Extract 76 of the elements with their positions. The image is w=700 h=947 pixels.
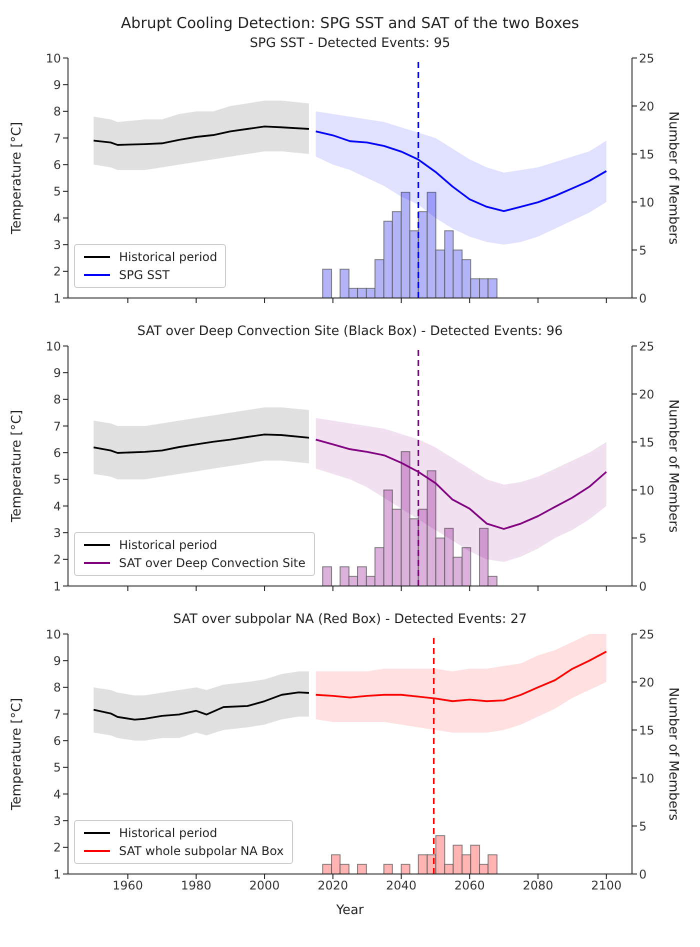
y-tick-label: 3	[53, 238, 61, 252]
y-tick-label: 5	[53, 472, 61, 487]
x-axis-title: Year	[335, 903, 364, 918]
y-tick-label: 9	[53, 366, 61, 380]
y-tick-label: 2	[53, 840, 61, 855]
y2-tick-label: 25	[639, 51, 654, 66]
x-tick-label: 2060	[454, 878, 485, 893]
y-tick-label: 1	[53, 291, 61, 306]
chart-title: SAT over Deep Convection Site (Black Box) - Detected Events: 96	[136, 324, 564, 339]
y2-tick-label: 25	[639, 627, 654, 642]
legend-label: Historical period	[119, 826, 218, 840]
chart-title: Abrupt Cooling Detection: SPG SST and SAT of the two Boxes	[120, 14, 580, 32]
y-tick-label: 4	[53, 499, 61, 514]
legend-label: SPG SST	[119, 268, 170, 282]
y2-tick-label: 25	[639, 339, 654, 354]
y2-tick-label: 5	[639, 531, 647, 546]
y-tick-label: 10	[46, 339, 61, 354]
y-axis-title: Temperature [°C]	[10, 698, 25, 812]
y-tick-label: 8	[53, 392, 61, 407]
y-tick-label: 1	[53, 867, 61, 882]
y2-tick-label: 0	[639, 579, 647, 594]
y-tick-label: 7	[53, 707, 61, 722]
line-series	[92, 692, 310, 720]
y2-tick-label: 0	[639, 867, 647, 882]
y-tick-label: 10	[46, 627, 61, 642]
line-series	[92, 434, 310, 454]
y2-axis-title: Number of Members	[665, 399, 680, 533]
legend-label: Historical period	[119, 538, 218, 552]
chart-title: SAT over subpolar NA (Red Box) - Detected Events: 27	[172, 612, 528, 627]
y2-tick-label: 10	[639, 483, 654, 498]
y-axis-title: Temperature [°C]	[10, 122, 25, 236]
y-tick-label: 5	[53, 184, 61, 199]
y2-tick-label: 20	[639, 675, 654, 690]
legend-label: Historical period	[119, 250, 218, 264]
y2-tick-label: 5	[639, 243, 647, 258]
y2-tick-label: 5	[639, 819, 647, 834]
y2-axis-title: Number of Members	[665, 111, 680, 245]
y-tick-label: 5	[53, 760, 61, 775]
y2-tick-label: 15	[639, 723, 654, 738]
y-tick-label: 10	[46, 51, 61, 66]
y-tick-label: 8	[53, 104, 61, 119]
legend-label: SAT over Deep Convection Site	[119, 556, 306, 570]
y-tick-label: 9	[53, 654, 61, 668]
x-tick-label: 1960	[112, 878, 144, 893]
y2-tick-label: 20	[639, 99, 654, 114]
y-tick-label: 6	[53, 446, 61, 460]
x-tick-label: 1980	[180, 878, 212, 893]
y-tick-label: 7	[53, 131, 61, 146]
legend-label: SAT whole subpolar NA Box	[119, 844, 284, 858]
y-tick-label: 6	[53, 734, 61, 748]
y2-tick-label: 0	[639, 291, 647, 306]
y-tick-label: 4	[53, 787, 61, 802]
y-tick-label: 8	[53, 680, 61, 695]
y-tick-label: 6	[53, 158, 61, 172]
x-tick-label: 2080	[522, 878, 554, 893]
x-tick-label: 2020	[318, 878, 348, 893]
y-tick-label: 2	[53, 264, 61, 279]
y2-tick-label: 15	[639, 435, 654, 450]
y2-tick-label: 15	[639, 147, 654, 162]
x-tick-label: 2100	[591, 878, 622, 893]
y-tick-label: 1	[53, 579, 61, 594]
x-tick-label: 2000	[249, 878, 280, 893]
y-tick-label: 3	[53, 526, 61, 540]
y-tick-label: 9	[53, 78, 61, 92]
y2-tick-label: 10	[639, 195, 654, 210]
y2-tick-label: 20	[639, 387, 654, 402]
y-tick-label: 3	[53, 814, 61, 828]
line-series	[92, 126, 310, 146]
y2-tick-label: 10	[639, 771, 654, 786]
y-tick-label: 2	[53, 552, 61, 567]
y-tick-label: 4	[53, 211, 61, 226]
y-axis-title: Temperature [°C]	[10, 410, 25, 524]
y2-axis-title: Number of Members	[665, 687, 680, 821]
x-tick-label: 2040	[386, 878, 417, 893]
chart-subtitle: SPG SST - Detected Events: 95	[248, 36, 452, 51]
y-tick-label: 7	[53, 419, 61, 434]
